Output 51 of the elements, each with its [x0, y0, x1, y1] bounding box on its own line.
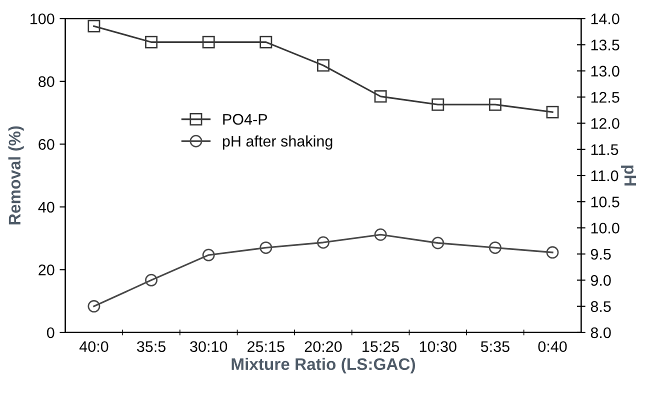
x-tick-label: 0:40: [538, 341, 567, 352]
x-tick-label: 30:10: [190, 341, 228, 352]
y2-tick-label: 8.5: [590, 301, 611, 312]
y-tick-label: 60: [38, 139, 54, 150]
point: [145, 274, 158, 286]
y-tick-label: 40: [38, 202, 54, 213]
x-tick-label: 35:5: [136, 341, 166, 352]
point: [260, 36, 272, 48]
y2-tick-label: 9.0: [590, 275, 611, 286]
point: [374, 228, 387, 241]
y-tick-label: 80: [38, 76, 54, 88]
point: [432, 236, 444, 250]
y2-tick-label: 14.0: [591, 13, 620, 24]
point: [316, 59, 330, 72]
x-tick-label: 5:35: [480, 341, 510, 352]
y2-tick-label: 13.5: [591, 40, 620, 50]
y2-tick-label: 11.5: [591, 144, 618, 156]
x-tick-label: 20:20: [304, 341, 342, 352]
y-tick-label: 20: [38, 264, 54, 276]
y2-tick-label: 9.5: [590, 248, 611, 260]
point: [546, 246, 559, 259]
y2-tick-label: 12.0: [591, 118, 620, 129]
y2-axis-title: pH: [621, 166, 636, 186]
point: [202, 36, 215, 48]
point: [145, 36, 158, 48]
y2-tick-label: 10.0: [591, 222, 620, 234]
x-tick-label: 10:30: [420, 341, 456, 352]
y2-tick-label: 10.5: [591, 196, 620, 208]
y2-tick-label: 12.5: [591, 92, 620, 103]
point: [260, 241, 272, 254]
point: [316, 236, 330, 249]
legend-label: PO4-P: [223, 114, 267, 125]
point: [202, 248, 215, 262]
point: [488, 241, 502, 254]
point: [374, 90, 387, 103]
x-axis-title: Mixture Ratio (LS:GAC): [232, 358, 415, 374]
y2-tick-label: 8.0: [590, 327, 611, 338]
y2-tick-label: 11.0: [591, 170, 618, 182]
y2-tick-label: 13.0: [591, 66, 620, 77]
point: [88, 300, 100, 313]
x-tick-label: 40:0: [79, 341, 108, 352]
y-tick-label: 100: [30, 13, 54, 24]
x-tick-label: 25:15: [248, 341, 284, 352]
legend-label: pH after shaking: [222, 135, 332, 150]
x-tick-label: 15:25: [362, 341, 400, 352]
y-axis-title: Removal (%): [8, 126, 24, 224]
point: [432, 98, 444, 111]
y-tick-label: 0: [46, 327, 54, 338]
point: [88, 20, 100, 32]
point: [488, 98, 502, 111]
point: [546, 106, 559, 118]
